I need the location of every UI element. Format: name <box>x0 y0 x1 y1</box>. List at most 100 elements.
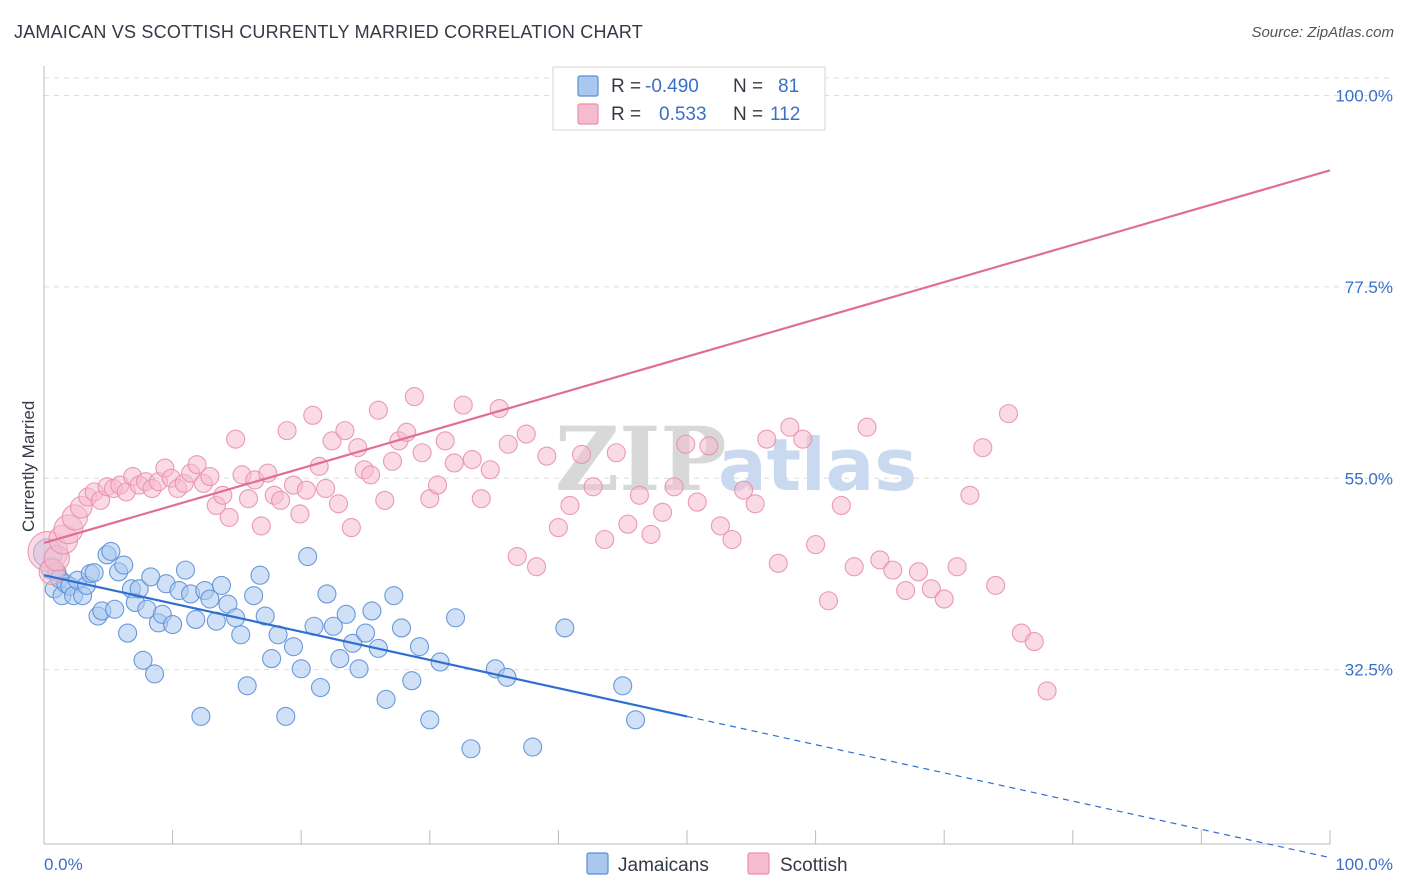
jamaicans-point-67 <box>384 586 404 606</box>
jamaicans-point-70 <box>409 637 430 657</box>
scottish-point-63 <box>453 395 473 415</box>
jamaicans-trend-line-extension <box>686 715 1331 859</box>
jamaicans-point-49 <box>262 649 282 669</box>
jamaicans-point-73 <box>445 608 466 628</box>
jamaicans-point-69 <box>402 671 422 691</box>
scottish-point-44 <box>316 478 336 499</box>
jamaicans-point-28 <box>145 664 165 684</box>
scottish-point-83 <box>664 477 684 497</box>
jamaicans-point-53 <box>291 659 311 679</box>
jamaicans-point-62 <box>349 659 369 679</box>
scottish-point-82 <box>653 502 673 522</box>
jamaicans-point-80 <box>626 710 646 730</box>
legend-r-label-1: R = <box>611 76 641 97</box>
scottish-point-81 <box>641 524 661 544</box>
scottish-point-51 <box>361 465 381 485</box>
legend-n-value-2: 112 <box>770 104 800 125</box>
jamaicans-point-37 <box>191 706 211 726</box>
jamaicans-point-21 <box>118 623 138 643</box>
scottish-point-29 <box>219 507 239 527</box>
y-axis-title: Currently Married <box>19 401 38 532</box>
scottish-point-107 <box>960 485 980 505</box>
scottish-point-93 <box>780 417 800 437</box>
jamaicans-point-24 <box>129 579 149 599</box>
source-label: Source: ZipAtlas.com <box>1251 24 1394 41</box>
bottom-legend-scottish: Scottish <box>780 855 848 876</box>
scottish-point-101 <box>883 560 903 580</box>
scottish-point-66 <box>480 460 500 480</box>
scottish-point-106 <box>947 557 967 577</box>
jamaicans-point-78 <box>555 618 575 638</box>
jamaicans-point-45 <box>237 676 257 696</box>
scottish-point-77 <box>595 529 615 550</box>
jamaicans-points <box>32 538 646 759</box>
jamaicans-point-41 <box>211 575 232 595</box>
scottish-point-65 <box>471 489 491 509</box>
jamaicans-point-18 <box>105 599 125 619</box>
jamaicans-trend-line <box>43 574 688 718</box>
scottish-point-79 <box>618 514 638 534</box>
scottish-trend-line <box>43 169 1331 544</box>
jamaicans-point-74 <box>461 739 481 759</box>
jamaicans-point-47 <box>250 565 270 585</box>
jamaicans-point-39 <box>200 589 220 609</box>
scottish-point-38 <box>277 421 297 441</box>
scottish-point-49 <box>348 438 368 458</box>
scottish-point-87 <box>710 516 730 536</box>
jamaicans-point-79 <box>613 676 633 696</box>
bottom-legend-jamaicans: Jamaicans <box>618 855 709 876</box>
jamaicans-point-68 <box>391 618 412 638</box>
scottish-point-112 <box>1024 632 1044 652</box>
scottish-point-73 <box>548 518 568 538</box>
scottish-point-102 <box>896 580 916 601</box>
jamaicans-point-52 <box>283 637 304 657</box>
scottish-point-88 <box>722 529 742 550</box>
scottish-point-84 <box>676 434 696 454</box>
scottish-point-52 <box>368 400 388 420</box>
scottish-point-40 <box>290 504 310 524</box>
scottish-point-26 <box>200 467 220 487</box>
scottish-point-32 <box>238 489 259 509</box>
jamaicans-point-56 <box>310 677 331 698</box>
scottish-point-62 <box>444 453 464 473</box>
y-tick-label-2: 77.5% <box>1345 278 1393 297</box>
jamaicans-point-25 <box>133 650 153 670</box>
legend-n-label-1: N = <box>733 76 763 97</box>
scottish-point-80 <box>629 485 649 505</box>
scottish-point-103 <box>908 562 929 582</box>
scottish-point-57 <box>404 387 424 407</box>
scottish-point-54 <box>382 451 403 471</box>
scottish-point-89 <box>734 480 754 500</box>
jamaicans-point-66 <box>376 689 396 709</box>
jamaicans-point-20 <box>114 555 134 575</box>
jamaicans-point-60 <box>336 604 356 624</box>
scottish-point-58 <box>412 443 432 463</box>
jamaicans-point-51 <box>276 706 296 726</box>
scottish-point-85 <box>687 492 707 512</box>
legend-n-label-2: N = <box>733 104 763 125</box>
scottish-point-94 <box>793 429 813 449</box>
x-tick-label-1: 100.0% <box>1335 855 1393 874</box>
scottish-point-47 <box>335 421 355 441</box>
scottish-point-108 <box>973 438 993 458</box>
scottish-point-71 <box>526 557 547 577</box>
y-tick-label-3: 100.0% <box>1335 87 1393 106</box>
scottish-point-37 <box>271 490 291 510</box>
scottish-point-41 <box>296 480 316 500</box>
scottish-point-42 <box>303 405 323 425</box>
legend-r-value-2: 0.533 <box>659 104 707 125</box>
scottish-point-78 <box>606 443 626 463</box>
jamaicans-point-57 <box>317 584 337 604</box>
legend-r-value-1: -0.490 <box>645 76 699 97</box>
jamaicans-point-77 <box>523 737 543 757</box>
y-tick-labels: 32.5% 55.0% 77.5% 100.0% <box>1335 87 1393 680</box>
legend-swatch-jamaicans <box>577 75 599 97</box>
scottish-point-61 <box>435 431 455 451</box>
scottish-point-96 <box>818 591 839 611</box>
scottish-point-30 <box>226 429 246 449</box>
scottish-point-104 <box>921 579 941 599</box>
scottish-point-105 <box>934 589 954 609</box>
scottish-point-64 <box>462 450 482 470</box>
chart-title: JAMAICAN VS SCOTTISH CURRENTLY MARRIED C… <box>14 22 643 42</box>
